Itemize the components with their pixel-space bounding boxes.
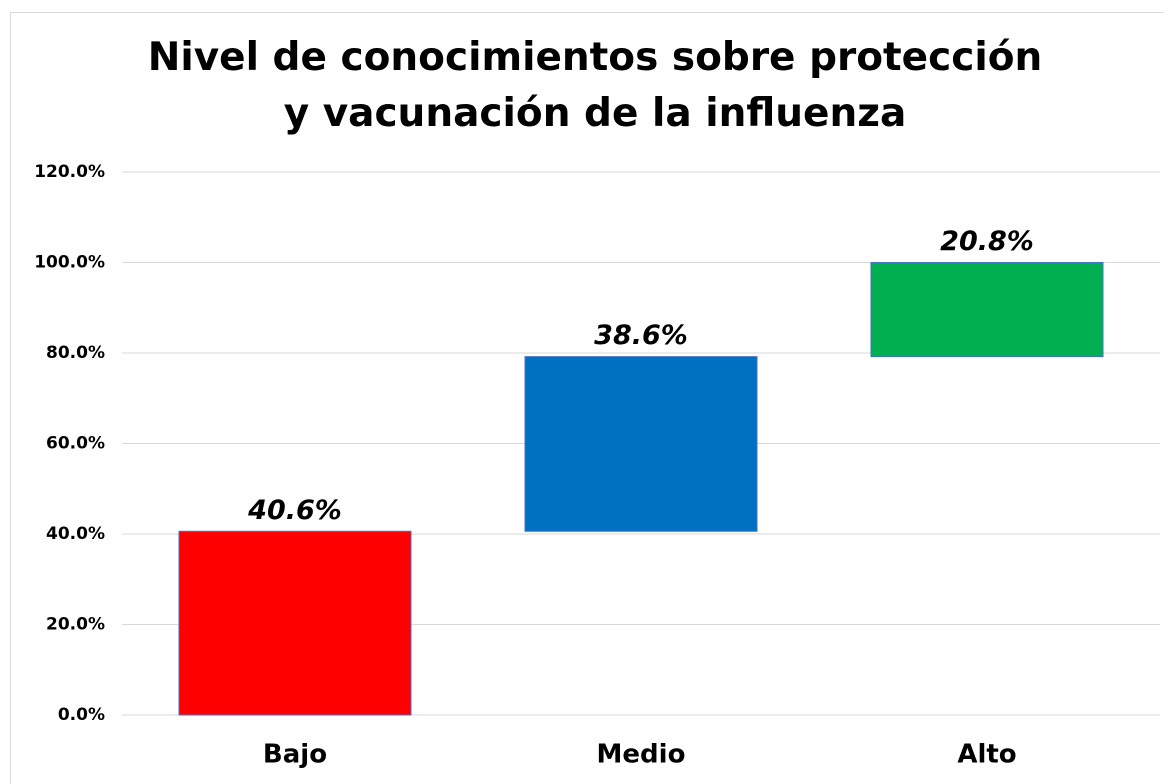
data-label: 20.8%	[940, 226, 1034, 257]
bar	[524, 356, 758, 532]
x-tick-label: Bajo	[263, 740, 327, 770]
y-tick-label: 120.0%	[34, 162, 105, 182]
y-tick-label: 80.0%	[46, 343, 105, 363]
y-tick-label: 0.0%	[58, 705, 105, 725]
chart-title: Nivel de conocimientos sobre protección …	[147, 35, 1043, 136]
bar	[178, 530, 412, 716]
y-tick-label: 60.0%	[46, 434, 105, 454]
x-tick-label: Alto	[957, 740, 1016, 770]
bar	[870, 262, 1104, 358]
data-label: 40.6%	[247, 495, 342, 526]
data-label: 38.6%	[594, 320, 688, 351]
y-tick-label: 40.0%	[46, 524, 105, 544]
x-tick-label: Medio	[597, 740, 686, 770]
y-tick-label: 20.0%	[46, 615, 105, 635]
chart-border	[10, 12, 1164, 784]
y-tick-label: 100.0%	[34, 253, 105, 273]
